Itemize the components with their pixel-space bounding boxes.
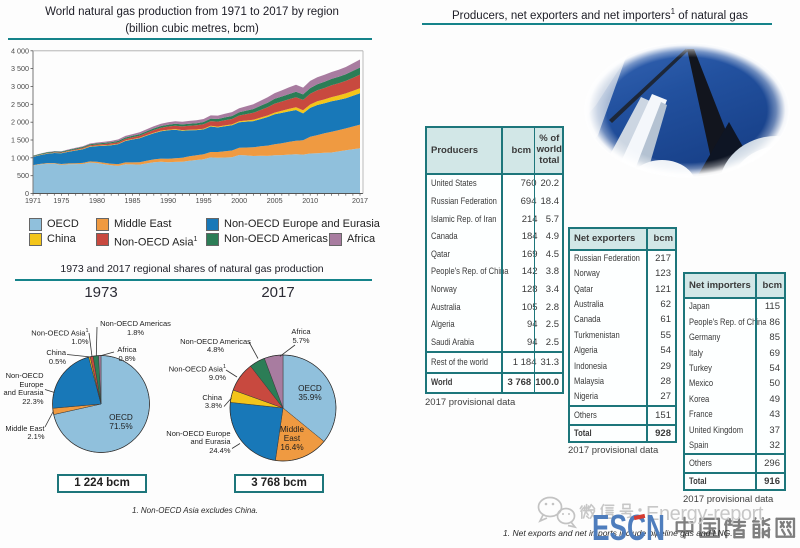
svg-text:2 500: 2 500 [11, 100, 29, 109]
svg-text:4 000: 4 000 [11, 46, 29, 55]
svg-text:3 000: 3 000 [11, 82, 29, 91]
svg-text:1985: 1985 [125, 196, 141, 205]
svg-text:1980: 1980 [89, 196, 105, 205]
svg-text:2010: 2010 [302, 196, 318, 205]
svg-text:3 500: 3 500 [11, 64, 29, 73]
svg-text:1 000: 1 000 [11, 153, 29, 162]
svg-text:1975: 1975 [53, 196, 69, 205]
svg-text:1990: 1990 [160, 196, 176, 205]
svg-text:1 500: 1 500 [11, 136, 29, 145]
svg-text:2 000: 2 000 [11, 118, 29, 127]
svg-text:2017: 2017 [352, 196, 368, 205]
svg-text:2000: 2000 [231, 196, 247, 205]
svg-text:2005: 2005 [267, 196, 283, 205]
svg-text:1971: 1971 [25, 196, 41, 205]
svg-text:1995: 1995 [196, 196, 212, 205]
svg-text:500: 500 [17, 171, 29, 180]
svg-text:0: 0 [25, 189, 29, 198]
